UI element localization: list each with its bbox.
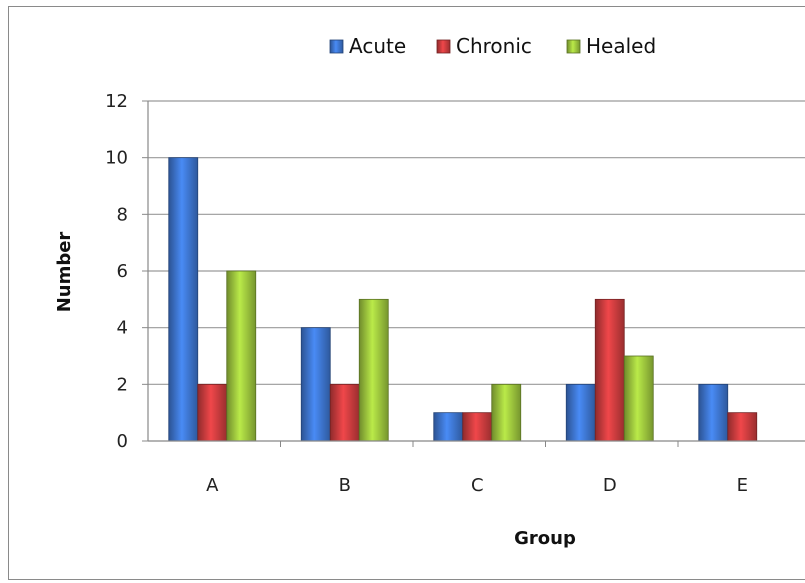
legend-swatch-chronic [436, 39, 451, 54]
y-tick-label: 12 [105, 91, 128, 112]
bar-acute-e [698, 383, 729, 442]
bar-chronic-a [197, 383, 228, 442]
gridlines [142, 100, 805, 442]
bar-chronic-d [594, 298, 625, 442]
chart-frame [8, 6, 805, 580]
legend-swatch-healed [566, 39, 581, 54]
legend-label-chronic: Chronic [456, 34, 532, 58]
x-tick-label: C [471, 475, 484, 496]
axes [147, 101, 805, 447]
bar-acute-d [565, 383, 596, 442]
bar-acute-c [433, 412, 464, 442]
x-tick-label: B [339, 475, 351, 496]
bar-chronic-e [727, 412, 758, 442]
y-tick-labels: 0 2 4 6 8 10 12 [105, 91, 128, 452]
bar-healed-b [358, 298, 389, 442]
bar-acute-b [300, 327, 331, 442]
y-tick-label: 0 [117, 431, 128, 452]
legend-label-acute: Acute [349, 34, 406, 58]
x-tick-labels: A B C D E [206, 475, 748, 496]
x-axis-title: Group [514, 528, 576, 549]
y-tick-label: 6 [117, 261, 128, 282]
y-tick-label: 8 [117, 204, 128, 225]
y-axis-title: Number [54, 232, 75, 313]
legend-swatch-acute [329, 39, 344, 54]
bars [168, 157, 758, 442]
legend: Acute Chronic Healed [329, 34, 656, 58]
bar-chronic-b [329, 383, 360, 442]
bar-acute-a [168, 157, 199, 442]
x-tick-label: D [603, 475, 617, 496]
bar-healed-d [623, 355, 654, 442]
legend-label-healed: Healed [586, 34, 656, 58]
x-tick-label: E [737, 475, 748, 496]
y-tick-label: 2 [117, 374, 128, 395]
y-tick-label: 4 [117, 318, 128, 339]
y-tick-label: 10 [105, 148, 128, 169]
bar-healed-c [491, 383, 522, 442]
bar-healed-a [226, 270, 257, 442]
x-tick-label: A [206, 475, 219, 496]
bar-chronic-c [462, 412, 493, 442]
